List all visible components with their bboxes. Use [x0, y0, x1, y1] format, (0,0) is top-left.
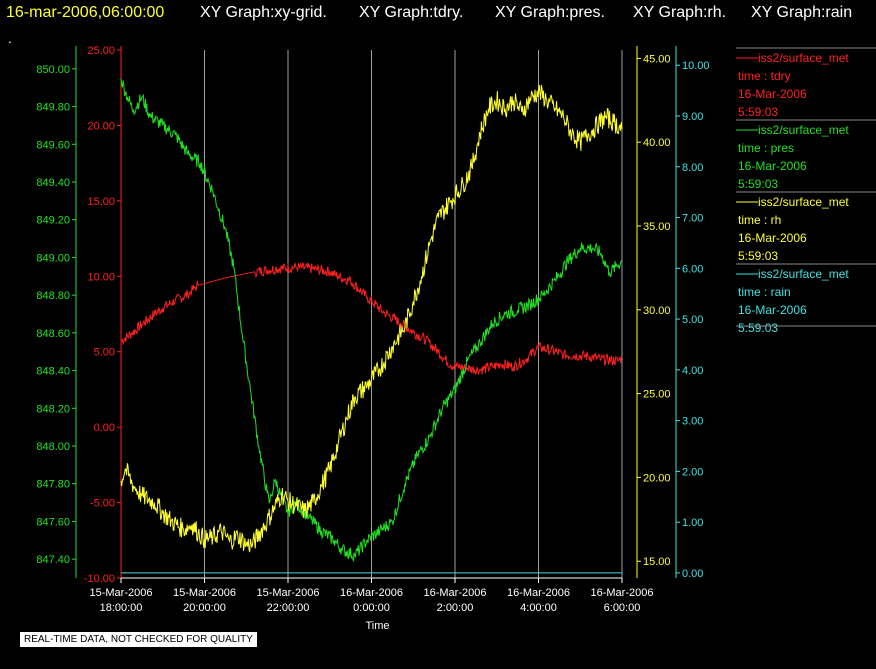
pres-tick-label: 849.80	[36, 102, 70, 114]
tdry-tick-label: 25.00	[87, 45, 115, 57]
quality-note: REAL-TIME DATA, NOT CHECKED FOR QUALITY	[20, 632, 257, 647]
x-tick-date: 16-Mar-2006	[507, 587, 570, 599]
tab-tdry[interactable]: XY Graph:tdry.	[359, 4, 464, 21]
tdry-tick-label: 15.00	[87, 196, 115, 208]
pres-tick-label: 848.80	[36, 290, 70, 302]
legend-time: 5:59:03	[738, 321, 778, 335]
timestamp: 16-mar-2006,06:00:00	[6, 4, 165, 21]
pres-tick-label: 848.40	[36, 366, 70, 378]
rh-tick-label: 20.00	[643, 472, 671, 484]
legend-series-name: iss2/surface_met	[758, 51, 849, 65]
marker-dot: .	[8, 30, 12, 46]
rain-tick-label: 7.00	[682, 213, 703, 225]
rh-tick-label: 45.00	[643, 53, 671, 65]
legend-series-name: iss2/surface_met	[758, 195, 849, 209]
x-tick-time: 6:00:00	[604, 602, 641, 614]
pres-tick-label: 850.00	[36, 64, 70, 76]
rain-tick-label: 5.00	[682, 314, 703, 326]
pres-tick-label: 848.20	[36, 403, 70, 415]
x-tick-date: 15-Mar-2006	[257, 587, 320, 599]
tdry-tick-label: 10.00	[87, 271, 115, 283]
rain-tick-label: 4.00	[682, 365, 703, 377]
x-tick-time: 2:00:00	[437, 602, 474, 614]
tab-xy-grid[interactable]: XY Graph:xy-grid.	[200, 4, 327, 21]
legend-date: 16-Mar-2006	[738, 303, 807, 317]
pres-tick-label: 847.80	[36, 479, 70, 491]
tdry-series-line	[120, 261, 623, 375]
legend-date: 16-Mar-2006	[738, 159, 807, 173]
x-tick-date: 15-Mar-2006	[173, 587, 236, 599]
rh-series-line	[120, 84, 623, 553]
rh-tick-label: 25.00	[643, 389, 671, 401]
tdry-tick-label: -5.00	[90, 498, 115, 510]
x-tick-time: 20:00:00	[183, 602, 226, 614]
legend-time: 5:59:03	[738, 249, 778, 263]
x-tick-date: 15-Mar-2006	[90, 587, 153, 599]
rain-tick-label: 10.00	[682, 60, 710, 72]
pres-tick-label: 849.20	[36, 215, 70, 227]
x-tick-time: 22:00:00	[267, 602, 310, 614]
tdry-tick-label: -10.00	[84, 573, 115, 585]
rh-tick-label: 40.00	[643, 137, 671, 149]
rain-tick-label: 2.00	[682, 466, 703, 478]
rain-tick-label: 3.00	[682, 416, 703, 428]
x-tick-time: 18:00:00	[100, 602, 143, 614]
x-tick-time: 0:00:00	[353, 602, 390, 614]
rh-tick-label: 35.00	[643, 221, 671, 233]
pres-tick-label: 847.40	[36, 554, 70, 566]
rain-tick-label: 0.00	[682, 568, 703, 580]
pres-tick-label: 848.00	[36, 441, 70, 453]
legend-series-name: iss2/surface_met	[758, 267, 849, 281]
pres-tick-label: 849.60	[36, 139, 70, 151]
rain-tick-label: 9.00	[682, 111, 703, 123]
legend-date: 16-Mar-2006	[738, 231, 807, 245]
legend-series-name: iss2/surface_met	[758, 123, 849, 137]
tab-rain[interactable]: XY Graph:rain	[751, 4, 853, 21]
legend-date: 16-Mar-2006	[738, 87, 807, 101]
tdry-tick-label: 20.00	[87, 120, 115, 132]
legend-time: 5:59:03	[738, 105, 778, 119]
rh-tick-label: 15.00	[643, 556, 671, 568]
x-tick-time: 4:00:00	[520, 602, 557, 614]
x-tick-date: 16-Mar-2006	[424, 587, 487, 599]
legend-time: 5:59:03	[738, 177, 778, 191]
rain-tick-label: 6.00	[682, 263, 703, 275]
legend-series-label: time : tdry	[738, 69, 791, 83]
x-tick-date: 16-Mar-2006	[591, 587, 654, 599]
tab-pres[interactable]: XY Graph:pres.	[495, 4, 605, 21]
tdry-tick-label: 0.00	[94, 422, 115, 434]
pres-tick-label: 848.60	[36, 328, 70, 340]
rain-tick-label: 8.00	[682, 162, 703, 174]
legend-series-label: time : rain	[738, 285, 791, 299]
rh-tick-label: 30.00	[643, 305, 671, 317]
legend-series-label: time : pres	[738, 141, 794, 155]
pres-tick-label: 849.40	[36, 177, 70, 189]
x-tick-date: 16-Mar-2006	[340, 587, 403, 599]
tdry-tick-label: 5.00	[94, 347, 115, 359]
rain-tick-label: 1.00	[682, 517, 703, 529]
pres-tick-label: 849.00	[36, 252, 70, 264]
pres-series-line	[120, 78, 623, 562]
pres-tick-label: 847.60	[36, 516, 70, 528]
x-axis-title: Time	[365, 620, 389, 632]
legend-series-label: time : rh	[738, 213, 781, 227]
tab-rh[interactable]: XY Graph:rh.	[633, 4, 727, 21]
